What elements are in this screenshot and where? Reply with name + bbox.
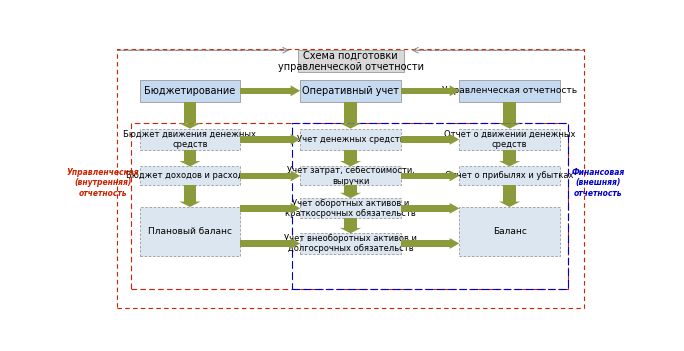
FancyBboxPatch shape xyxy=(459,80,560,101)
Polygon shape xyxy=(340,123,361,128)
Polygon shape xyxy=(240,205,291,212)
Polygon shape xyxy=(449,203,459,214)
Polygon shape xyxy=(449,171,459,181)
Polygon shape xyxy=(401,136,449,143)
Text: Отчет о движении денежных
средств: Отчет о движении денежных средств xyxy=(444,130,575,149)
FancyBboxPatch shape xyxy=(300,166,401,185)
Polygon shape xyxy=(340,193,361,198)
Polygon shape xyxy=(179,201,200,207)
Polygon shape xyxy=(291,171,300,181)
Text: Управленческая
(внутренняя)
отчетность: Управленческая (внутренняя) отчетность xyxy=(66,168,140,198)
Text: Схема подготовки
управленческой отчетности: Схема подготовки управленческой отчетнос… xyxy=(278,50,423,72)
Polygon shape xyxy=(183,185,196,201)
Polygon shape xyxy=(449,238,459,249)
Polygon shape xyxy=(449,134,459,145)
Polygon shape xyxy=(291,238,300,249)
Polygon shape xyxy=(183,101,196,123)
Polygon shape xyxy=(240,136,291,143)
Text: Отчет о прибылях и убытках: Отчет о прибылях и убытках xyxy=(445,171,574,180)
Polygon shape xyxy=(499,161,520,166)
Polygon shape xyxy=(291,85,300,96)
FancyBboxPatch shape xyxy=(140,128,240,150)
FancyBboxPatch shape xyxy=(140,207,240,256)
Polygon shape xyxy=(401,87,449,94)
Text: Бюджетирование: Бюджетирование xyxy=(144,86,235,96)
Text: Плановый баланс: Плановый баланс xyxy=(148,227,232,236)
Text: Учет затрат, себестоимости,
выручки: Учет затрат, себестоимости, выручки xyxy=(287,166,415,186)
Text: Учет денежных средств: Учет денежных средств xyxy=(297,135,404,144)
Text: Управленческая отчетность: Управленческая отчетность xyxy=(442,86,577,95)
FancyBboxPatch shape xyxy=(459,207,560,256)
Polygon shape xyxy=(449,85,459,96)
FancyBboxPatch shape xyxy=(459,128,560,150)
Polygon shape xyxy=(340,228,361,233)
Polygon shape xyxy=(503,101,516,123)
Polygon shape xyxy=(401,205,449,212)
Polygon shape xyxy=(240,173,291,179)
Polygon shape xyxy=(240,87,291,94)
Polygon shape xyxy=(503,185,516,201)
Text: Бюджет доходов и расходов: Бюджет доходов и расходов xyxy=(126,171,254,180)
Polygon shape xyxy=(499,123,520,128)
Polygon shape xyxy=(401,173,449,179)
FancyBboxPatch shape xyxy=(459,166,560,185)
Polygon shape xyxy=(401,240,449,247)
Text: Учет внеоборотных активов и
долгосрочных обязательств: Учет внеоборотных активов и долгосрочных… xyxy=(284,234,417,253)
Polygon shape xyxy=(499,201,520,207)
Polygon shape xyxy=(183,150,196,161)
Polygon shape xyxy=(340,161,361,166)
Polygon shape xyxy=(503,150,516,161)
Polygon shape xyxy=(344,101,357,123)
Polygon shape xyxy=(344,185,357,193)
Text: Учет оборотных активов и
краткосрочных обязательств: Учет оборотных активов и краткосрочных о… xyxy=(285,199,416,218)
Polygon shape xyxy=(291,203,300,214)
FancyBboxPatch shape xyxy=(300,233,401,254)
FancyBboxPatch shape xyxy=(140,80,240,101)
Polygon shape xyxy=(344,150,357,161)
Text: Баланс: Баланс xyxy=(492,227,527,236)
Polygon shape xyxy=(240,240,291,247)
FancyBboxPatch shape xyxy=(298,50,404,72)
FancyBboxPatch shape xyxy=(300,80,401,101)
Polygon shape xyxy=(179,161,200,166)
Polygon shape xyxy=(344,218,357,228)
Text: Финансовая
(внешняя)
отчетность: Финансовая (внешняя) отчетность xyxy=(571,168,624,198)
Text: Оперативный учет: Оперативный учет xyxy=(302,86,399,96)
FancyBboxPatch shape xyxy=(300,128,401,150)
FancyBboxPatch shape xyxy=(140,166,240,185)
Polygon shape xyxy=(291,134,300,145)
FancyBboxPatch shape xyxy=(300,198,401,218)
Polygon shape xyxy=(179,123,200,128)
Text: Бюджет движения денежных
средств: Бюджет движения денежных средств xyxy=(123,130,256,149)
